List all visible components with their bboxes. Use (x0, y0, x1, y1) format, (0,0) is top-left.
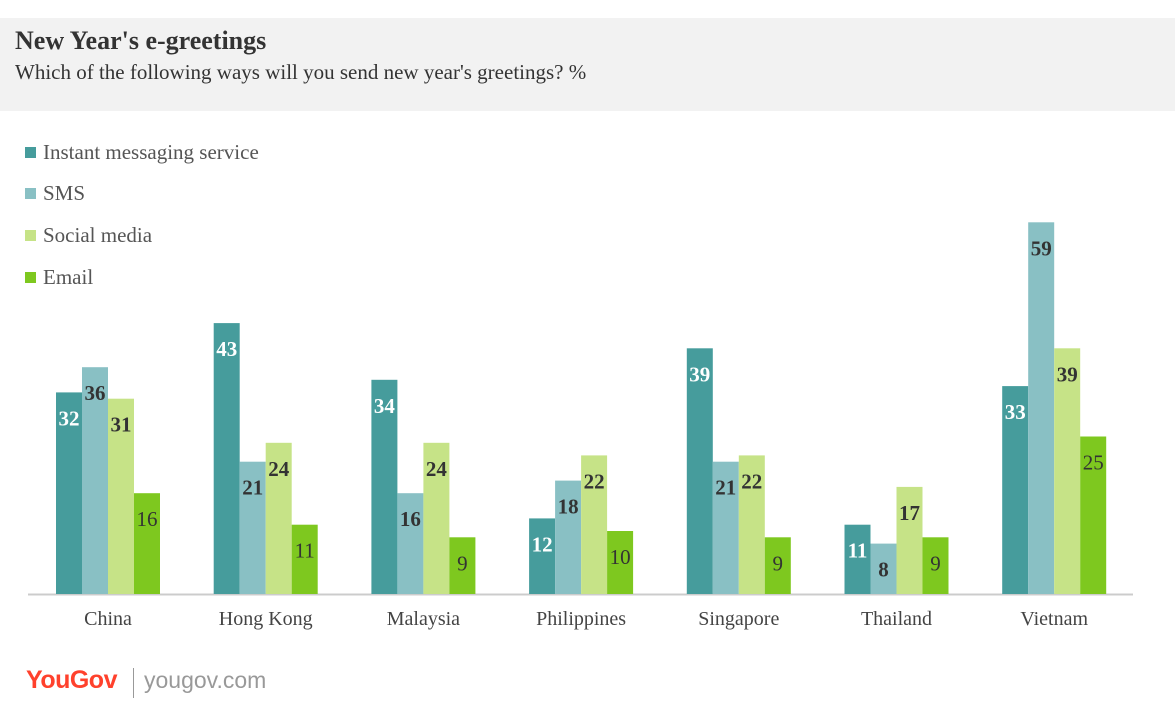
legend-label-social-media: Social media (43, 223, 153, 247)
legend-swatch-instant-messaging (25, 147, 36, 158)
bar-malaysia-sms (397, 493, 424, 594)
category-label-vietnam: Vietnam (1020, 608, 1088, 630)
data-label-china-instant-messaging: 32 (59, 406, 80, 430)
bar-vietnam-email (1080, 436, 1107, 594)
data-label-hong-kong-social-media: 24 (268, 457, 290, 481)
bar-china-sms (82, 367, 108, 594)
bar-philippines-email (607, 531, 634, 594)
bar-hong-kong-email (291, 524, 318, 594)
category-label-thailand: Thailand (861, 608, 932, 630)
bar-vietnam-social-media (1054, 348, 1081, 594)
data-label-singapore-email: 9 (773, 551, 784, 575)
category-label-philippines: Philippines (536, 608, 626, 630)
bar-singapore-instant-messaging (686, 348, 713, 594)
data-label-china-sms: 36 (85, 381, 106, 405)
category-label-singapore: Singapore (698, 608, 779, 630)
chart-title: New Year's e-greetings (15, 26, 267, 55)
chart-subtitle: Which of the following ways will you sen… (15, 60, 587, 84)
legend-swatch-email (25, 272, 36, 283)
data-label-hong-kong-instant-messaging: 43 (216, 337, 237, 361)
bar-hong-kong-instant-messaging (213, 323, 240, 594)
header-panel (0, 18, 1175, 111)
data-label-vietnam-instant-messaging: 33 (1005, 400, 1026, 424)
data-label-philippines-sms: 18 (558, 495, 579, 519)
bar-vietnam-instant-messaging (1002, 386, 1029, 594)
bar-singapore-email (764, 537, 791, 594)
data-label-china-email: 16 (137, 507, 158, 531)
legend-label-instant-messaging: Instant messaging service (43, 140, 259, 164)
bar-philippines-sms (555, 480, 582, 594)
data-label-singapore-instant-messaging: 39 (689, 362, 710, 386)
bar-malaysia-social-media (423, 442, 450, 594)
bar-philippines-social-media (581, 455, 608, 594)
data-label-thailand-social-media: 17 (899, 501, 920, 525)
bar-malaysia-instant-messaging (371, 379, 398, 594)
data-label-singapore-sms: 21 (715, 476, 736, 500)
bar-china-social-media (108, 398, 134, 594)
data-label-thailand-sms: 8 (878, 558, 889, 582)
bar-hong-kong-sms (239, 461, 266, 594)
bar-thailand-instant-messaging (844, 524, 871, 594)
bar-china-email (134, 493, 160, 594)
category-label-malaysia: Malaysia (387, 608, 460, 630)
bar-hong-kong-social-media (265, 442, 292, 594)
legend-label-email: Email (43, 265, 94, 289)
data-label-malaysia-social-media: 24 (426, 457, 448, 481)
legend-label-sms: SMS (43, 181, 86, 205)
bar-singapore-social-media (738, 455, 765, 594)
data-label-philippines-email: 10 (610, 545, 631, 569)
data-label-vietnam-email: 25 (1083, 451, 1104, 475)
data-label-philippines-social-media: 22 (584, 469, 605, 493)
data-label-malaysia-instant-messaging: 34 (374, 394, 396, 418)
data-label-thailand-instant-messaging: 11 (848, 539, 868, 563)
data-label-hong-kong-sms: 21 (242, 476, 263, 500)
bar-malaysia-email (449, 537, 476, 594)
data-label-china-social-media: 31 (111, 413, 132, 437)
legend-swatch-social-media (25, 230, 36, 241)
bar-china-instant-messaging (56, 392, 82, 594)
bar-thailand-email (922, 537, 949, 594)
bar-vietnam-sms (1028, 222, 1055, 595)
data-label-vietnam-social-media: 39 (1057, 362, 1078, 386)
data-label-hong-kong-email: 11 (295, 539, 315, 563)
yougov-logo: YouGov (26, 666, 117, 694)
data-label-thailand-email: 9 (930, 551, 941, 575)
bar-thailand-social-media (896, 486, 923, 594)
legend-swatch-sms (25, 188, 36, 199)
data-label-singapore-social-media: 22 (741, 469, 762, 493)
data-label-philippines-instant-messaging: 12 (532, 532, 553, 556)
bar-thailand-sms (870, 543, 897, 594)
data-label-malaysia-email: 9 (457, 551, 468, 575)
category-label-china: China (84, 608, 132, 630)
category-label-hong-kong: Hong Kong (219, 608, 313, 630)
data-label-malaysia-sms: 16 (400, 507, 421, 531)
bar-philippines-instant-messaging (529, 518, 556, 594)
footer-separator (133, 668, 134, 698)
footer-url: yougov.com (144, 667, 267, 693)
data-label-vietnam-sms: 59 (1031, 236, 1052, 260)
bar-singapore-sms (712, 461, 739, 594)
